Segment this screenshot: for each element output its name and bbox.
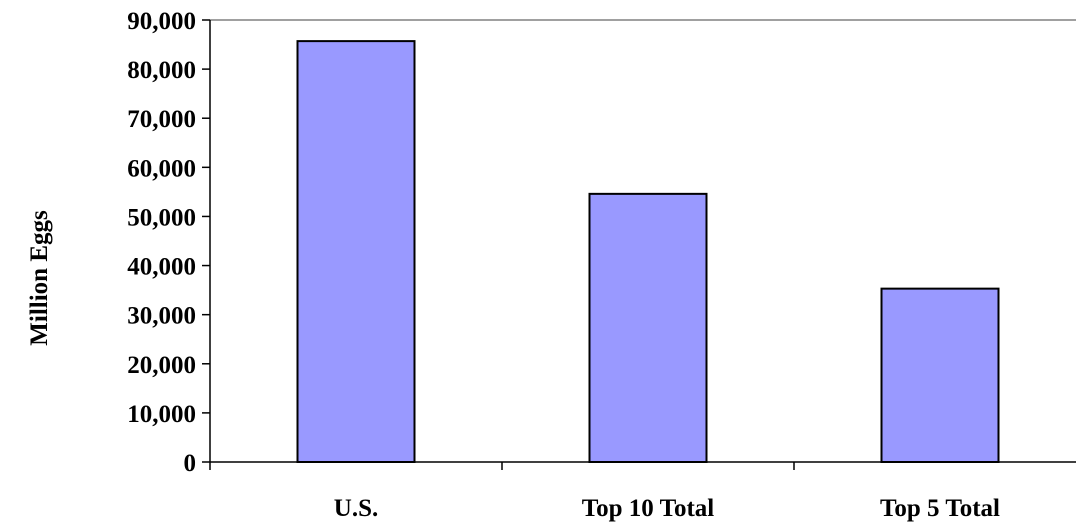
y-axis-title: Million Eggs (26, 210, 53, 346)
y-tick-label: 60,000 (127, 155, 196, 182)
y-tick-label: 10,000 (127, 401, 196, 428)
y-tick-label: 20,000 (127, 352, 196, 379)
y-tick-label: 40,000 (127, 254, 196, 281)
bar-1 (296, 40, 416, 464)
y-tick-label: 30,000 (127, 303, 196, 330)
x-category-label: U.S. (334, 495, 378, 522)
y-tick-label: 90,000 (127, 8, 196, 35)
bar-2 (588, 192, 708, 463)
y-tick-label: 80,000 (127, 57, 196, 84)
bar-3 (880, 287, 1000, 464)
y-tick-label: 70,000 (127, 106, 196, 133)
y-tick-label: 0 (184, 450, 197, 477)
x-category-label: Top 10 Total (582, 495, 715, 522)
x-category-label: Top 5 Total (880, 495, 1000, 522)
y-tick-label: 50,000 (127, 204, 196, 231)
